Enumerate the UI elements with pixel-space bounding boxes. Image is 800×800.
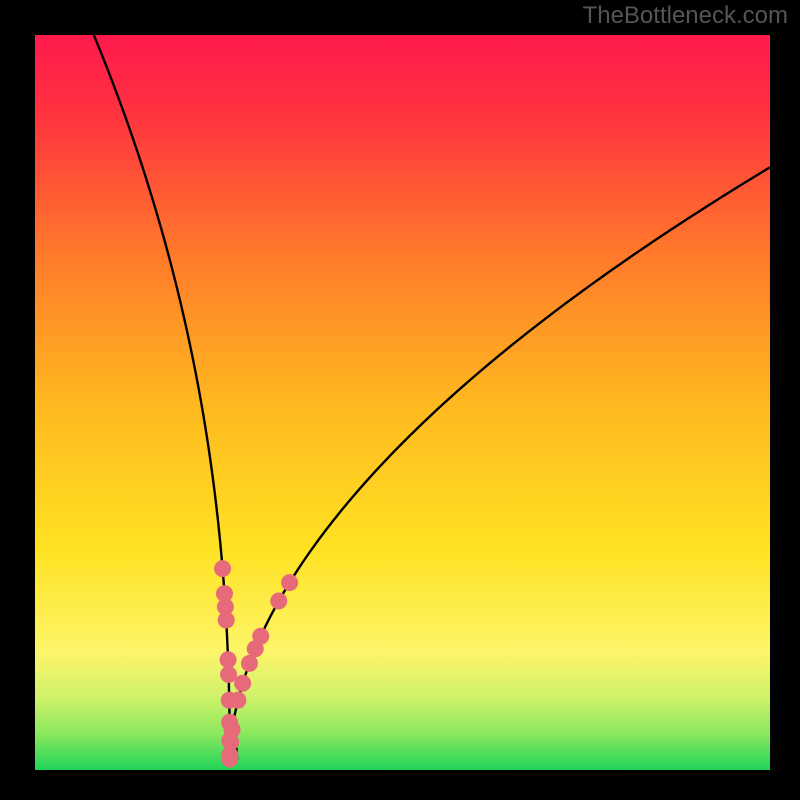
gradient-background — [35, 35, 770, 770]
curve-marker — [252, 628, 269, 645]
curve-marker — [224, 721, 241, 738]
curve-marker — [220, 666, 237, 683]
chart-svg — [0, 0, 800, 800]
curve-marker — [281, 574, 298, 591]
chart-canvas: TheBottleneck.com — [0, 0, 800, 800]
curve-marker — [241, 655, 258, 672]
curve-marker — [234, 675, 251, 692]
curve-marker — [220, 651, 237, 668]
curve-marker — [218, 612, 235, 629]
watermark-text: TheBottleneck.com — [583, 2, 788, 30]
curve-marker — [270, 592, 287, 609]
curve-marker — [229, 692, 246, 709]
curve-marker — [214, 560, 231, 577]
